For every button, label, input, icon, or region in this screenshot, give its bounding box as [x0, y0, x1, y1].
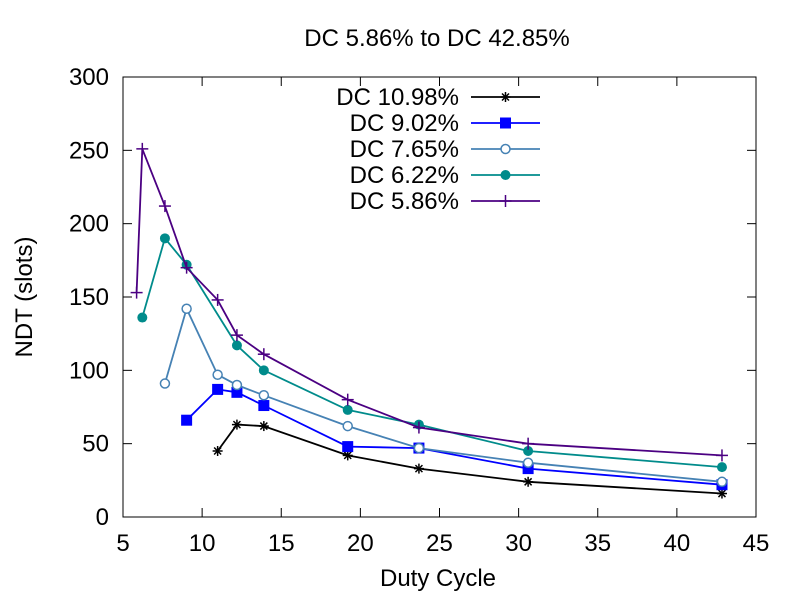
legend-marker	[500, 143, 511, 155]
data-point	[258, 365, 269, 376]
data-point	[413, 463, 424, 474]
y-axis-label: NDT (slots)	[11, 237, 38, 358]
data-point	[231, 386, 243, 398]
legend-label: DC 5.86%	[350, 188, 459, 215]
x-tick-label: 10	[189, 530, 216, 557]
chart-title: DC 5.86% to DC 42.85%	[304, 25, 569, 52]
data-point	[159, 378, 171, 389]
series-layer	[130, 142, 728, 499]
data-point	[716, 488, 727, 499]
y-tick-label: 250	[69, 137, 109, 164]
x-tick-label: 20	[347, 530, 374, 557]
x-tick-label: 5	[116, 530, 129, 557]
y-tick-label: 0	[96, 504, 109, 531]
data-point	[413, 442, 425, 454]
data-point	[523, 476, 534, 487]
x-tick-label: 40	[664, 530, 691, 557]
x-tick-label: 15	[268, 530, 295, 557]
series-4	[137, 233, 727, 473]
data-point	[231, 379, 243, 391]
data-point	[412, 421, 425, 434]
data-point	[159, 233, 170, 244]
y-tick-label: 50	[82, 431, 109, 458]
data-point	[342, 441, 354, 453]
data-point	[231, 340, 242, 351]
y-tick-label: 150	[69, 284, 109, 311]
legend-label: DC 6.22%	[350, 162, 459, 189]
data-point	[181, 303, 192, 314]
legend-marker	[500, 117, 511, 129]
axis-ticks: 5 10 15 20 25 30 35 40 45 0 50 100 150 200 250 300	[69, 64, 769, 557]
series-3	[159, 303, 728, 488]
legend-label: DC 10.98%	[336, 84, 459, 111]
data-point	[211, 293, 224, 306]
data-point	[181, 414, 193, 426]
data-point	[342, 420, 353, 432]
data-point	[523, 446, 534, 456]
legend-label: DC 7.65%	[350, 136, 459, 163]
data-point	[137, 312, 148, 323]
legend: DC 10.98%DC 9.02%DC 7.65%DC 6.22%DC 5.86…	[336, 84, 540, 215]
series-line	[141, 236, 723, 468]
data-point	[212, 446, 223, 456]
data-point	[716, 476, 728, 488]
data-point	[522, 437, 535, 450]
y-tick-label: 100	[69, 357, 109, 384]
y-tick-label: 300	[69, 64, 109, 91]
legend-marker	[499, 195, 512, 207]
data-point	[212, 383, 224, 395]
data-point	[212, 369, 223, 380]
legend-marker	[500, 170, 511, 180]
series-5	[130, 142, 728, 462]
data-point	[158, 200, 171, 213]
data-point	[522, 457, 534, 468]
y-tick-label: 200	[69, 211, 109, 238]
x-tick-label: 35	[584, 530, 611, 557]
data-point	[136, 142, 149, 155]
x-tick-label: 30	[505, 530, 532, 557]
data-point	[342, 404, 353, 415]
legend-marker	[500, 92, 511, 102]
data-point	[180, 261, 193, 274]
data-point	[231, 419, 242, 430]
data-point	[257, 348, 270, 361]
series-line	[164, 306, 723, 483]
legend-label: DC 9.02%	[350, 110, 459, 137]
data-point	[716, 462, 727, 473]
data-point	[230, 329, 243, 342]
x-tick-label: 25	[426, 530, 453, 557]
data-point	[715, 449, 728, 462]
data-point	[130, 286, 143, 299]
x-axis-label: Duty Cycle	[380, 565, 496, 592]
data-point	[258, 390, 270, 401]
data-point	[522, 463, 534, 475]
data-point	[258, 400, 270, 412]
data-point	[341, 393, 354, 406]
series-1	[212, 419, 727, 499]
data-point	[258, 421, 269, 432]
x-tick-label: 45	[743, 530, 770, 557]
